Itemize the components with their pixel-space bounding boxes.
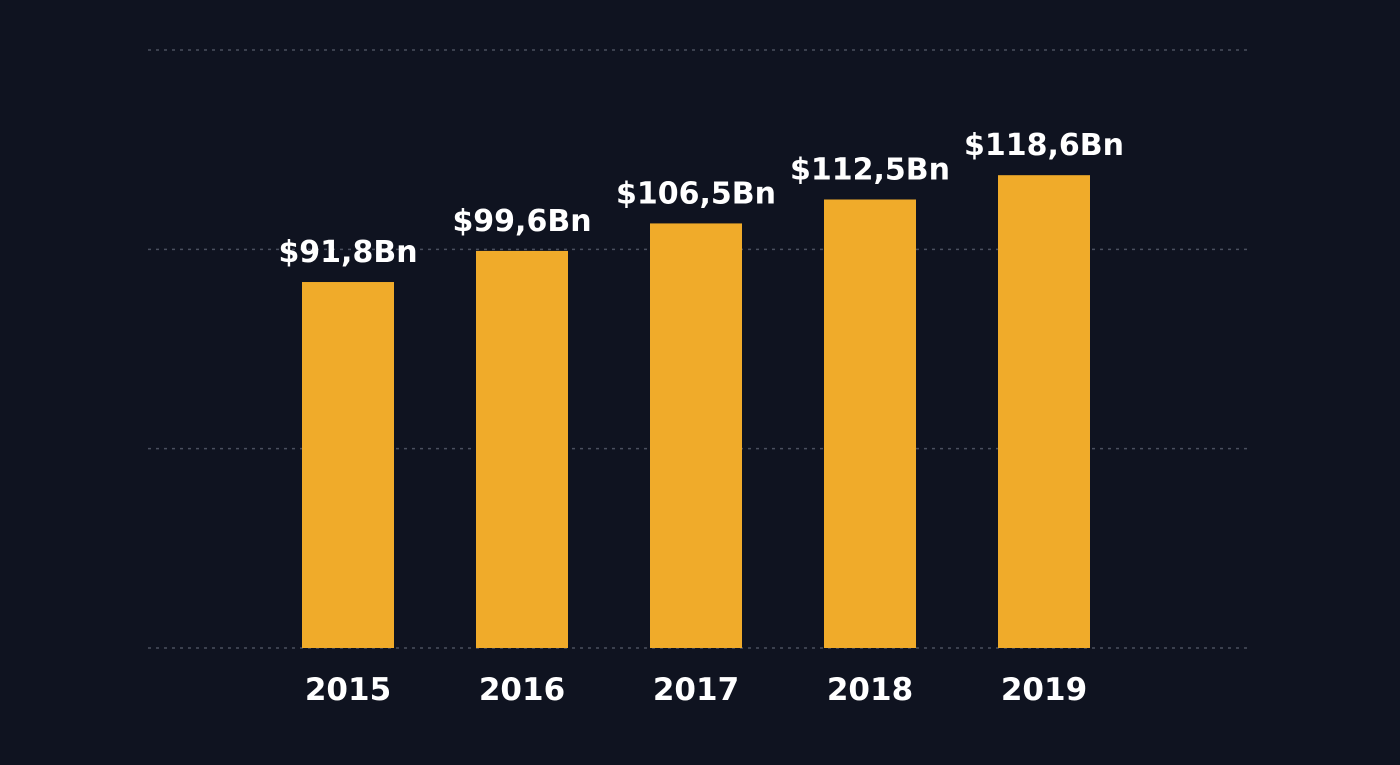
data-label-2015: $91,8Bn	[278, 235, 417, 270]
data-label-2017: $106,5Bn	[616, 176, 776, 211]
data-label-2018: $112,5Bn	[790, 153, 950, 188]
x-axis-tick-labels: 2015 2016 2017 2018 2019	[305, 672, 1087, 708]
bars	[302, 175, 1090, 649]
bar-2018	[824, 199, 916, 648]
x-tick-label-2016: 2016	[479, 672, 565, 708]
x-tick-label-2017: 2017	[653, 672, 739, 708]
x-tick-label-2019: 2019	[1001, 672, 1087, 708]
bar-2016	[476, 250, 568, 649]
bar-2019	[998, 175, 1090, 648]
x-tick-label-2018: 2018	[827, 672, 913, 708]
bar-2017	[650, 223, 742, 649]
data-label-2019: $118,6Bn	[964, 128, 1124, 163]
x-tick-label-2015: 2015	[305, 672, 391, 708]
data-label-2016: $99,6Bn	[452, 204, 591, 239]
bar-2015	[302, 282, 394, 648]
data-labels: $91,8Bn $99,6Bn $106,5Bn $112,5Bn $118,6Bn	[278, 128, 1124, 270]
